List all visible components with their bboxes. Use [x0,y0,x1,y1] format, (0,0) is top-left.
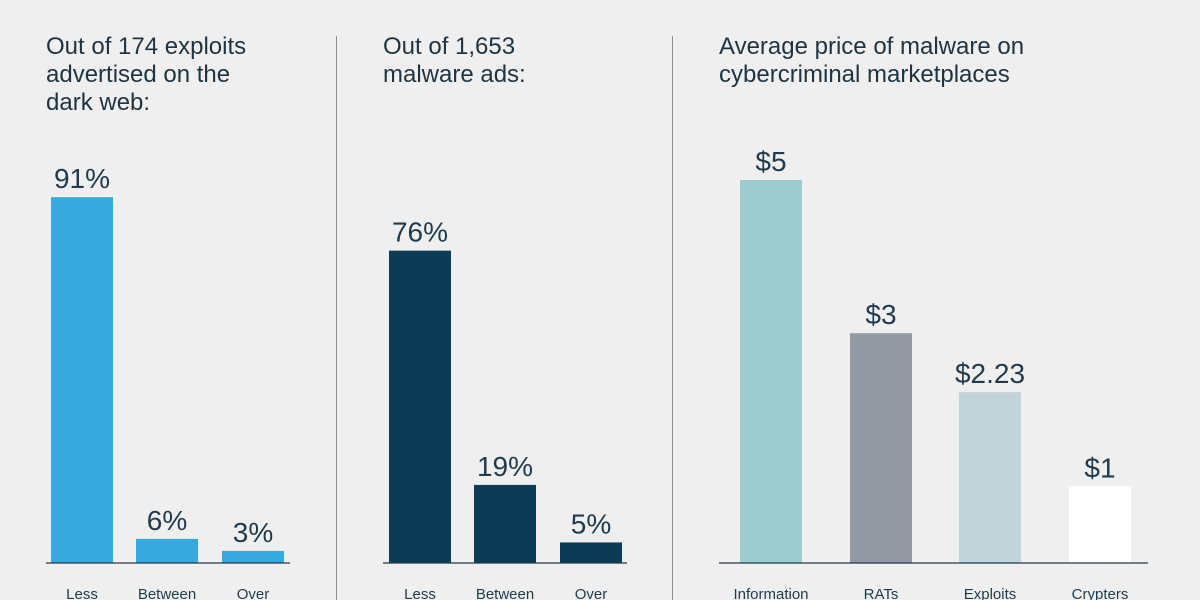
value-label-malware-prices-rats: $3 [865,299,896,330]
bar-exploits-less [51,197,113,563]
chart-title-exploits: Out of 174 exploits advertised on the dark… [46,33,247,116]
bar-malware-prices-information [740,180,802,563]
value-label-exploits-over: 3% [233,517,273,548]
bar-malware-prices-rats [850,333,912,563]
category-label-exploits-between: Between [138,586,196,600]
value-label-malware-ads-less: 76% [392,217,448,248]
bar-malware-ads-over [560,542,622,563]
chart-title-malware-prices: Average price of malware on cybercriminal… [719,33,1025,88]
category-label-malware-prices-information: Information [733,586,808,600]
category-label-malware-prices-crypters: Crypters [1072,586,1129,600]
value-label-malware-prices-crypters: $1 [1084,452,1115,483]
bar-malware-ads-less [389,250,451,563]
bar-malware-prices-crypters [1069,486,1131,563]
bar-exploits-over [222,550,284,563]
category-label-malware-ads-over: Over [575,586,608,600]
value-label-exploits-between: 6% [147,505,187,536]
bar-malware-prices-exploits [959,392,1021,563]
bar-malware-ads-between [474,484,536,563]
chart-title-malware-ads: Out of 1,653 malware ads: [383,33,526,88]
value-label-malware-ads-over: 5% [571,508,611,539]
category-label-malware-ads-between: Between [476,586,534,600]
category-label-malware-prices-exploits: Exploits [964,586,1017,600]
category-label-malware-ads-less: Less [404,586,436,600]
value-label-malware-prices-information: $5 [755,146,786,177]
value-label-exploits-less: 91% [54,163,110,194]
category-label-exploits-over: Over [237,586,270,600]
panel-divider-right [672,36,673,600]
value-label-malware-prices-exploits: $2.23 [955,358,1025,389]
category-label-malware-prices-rats: RATs [864,586,899,600]
category-label-exploits-less: Less [66,586,98,600]
value-label-malware-ads-between: 19% [477,451,533,482]
panel-divider-left [336,36,337,600]
bar-exploits-between [136,538,198,563]
